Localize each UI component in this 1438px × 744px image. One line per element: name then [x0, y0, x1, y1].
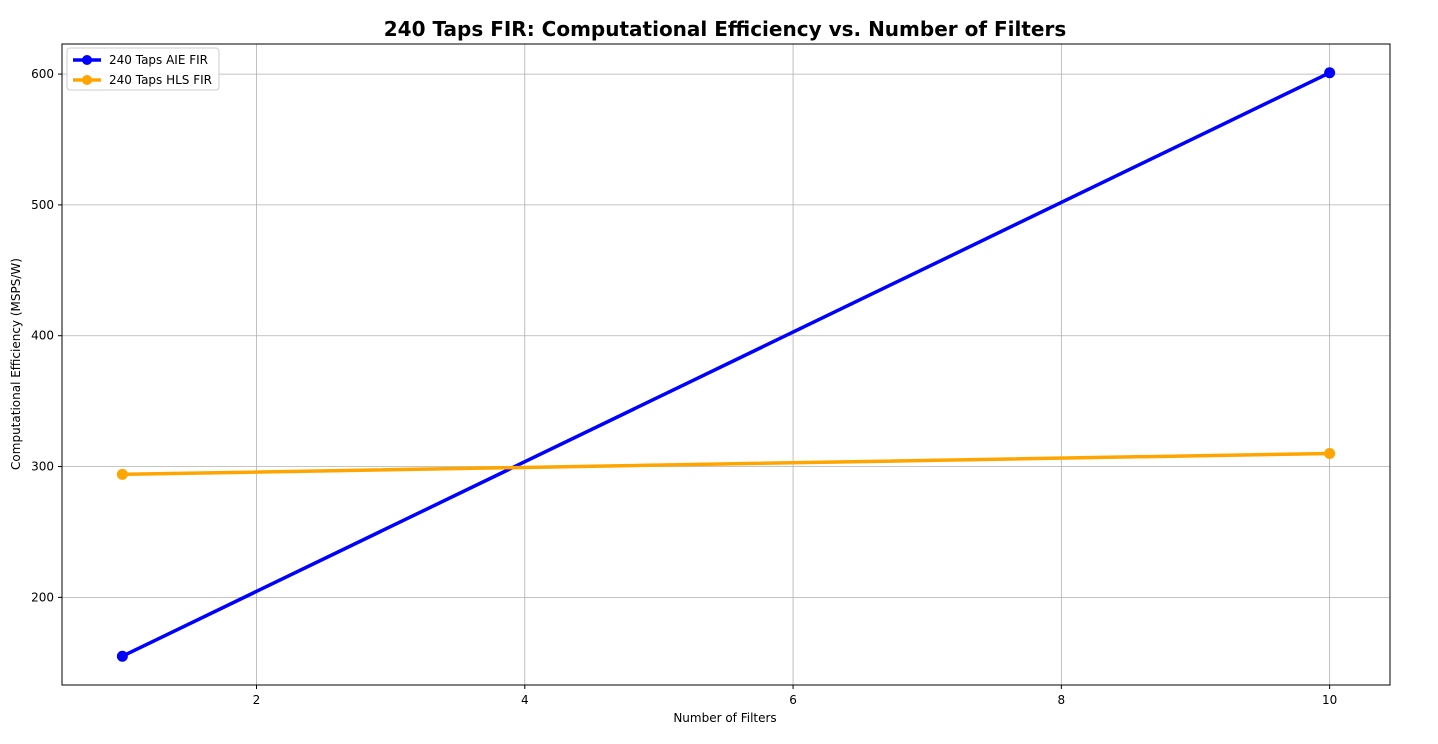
series-line [120, 71, 1332, 658]
y-tick-label: 500 [31, 198, 54, 212]
series [116, 67, 1336, 662]
legend: 240 Taps AIE FIR 240 Taps HLS FIR [66, 47, 220, 91]
series-line [120, 451, 1332, 477]
series [116, 447, 1336, 480]
legend-label: 240 Taps AIE FIR [109, 53, 208, 67]
x-tick-label: 6 [789, 693, 797, 707]
legend-label: 240 Taps HLS FIR [109, 73, 212, 87]
legend-entry: 240 Taps HLS FIR [73, 73, 212, 87]
series-layer [116, 67, 1336, 662]
x-tick-label: 4 [521, 693, 529, 707]
legend-marker [82, 55, 92, 65]
data-point [1324, 447, 1336, 459]
chart-title: 240 Taps FIR: Computational Efficiency v… [384, 17, 1067, 41]
y-tick-label: 400 [31, 329, 54, 343]
x-tick-label: 10 [1322, 693, 1337, 707]
legend-box [66, 47, 220, 91]
grid [62, 44, 1390, 685]
y-tick-label: 600 [31, 67, 54, 81]
plot-frame [61, 43, 1391, 686]
x-tick-label: 2 [253, 693, 261, 707]
y-axis-label: Computational Efficiency (MSPS/W) [9, 258, 23, 470]
y-tick-label: 200 [31, 590, 54, 604]
y-tick-label: 300 [31, 460, 54, 474]
data-point [1324, 67, 1336, 79]
data-point [116, 650, 128, 662]
axis-ticks: 2 4 6 8 10 200 300 400 500 600 [31, 67, 1337, 707]
x-tick-label: 8 [1058, 693, 1066, 707]
legend-entry: 240 Taps AIE FIR [73, 53, 208, 67]
data-point [116, 468, 128, 480]
legend-marker [82, 75, 92, 85]
x-axis-label: Number of Filters [673, 711, 776, 725]
